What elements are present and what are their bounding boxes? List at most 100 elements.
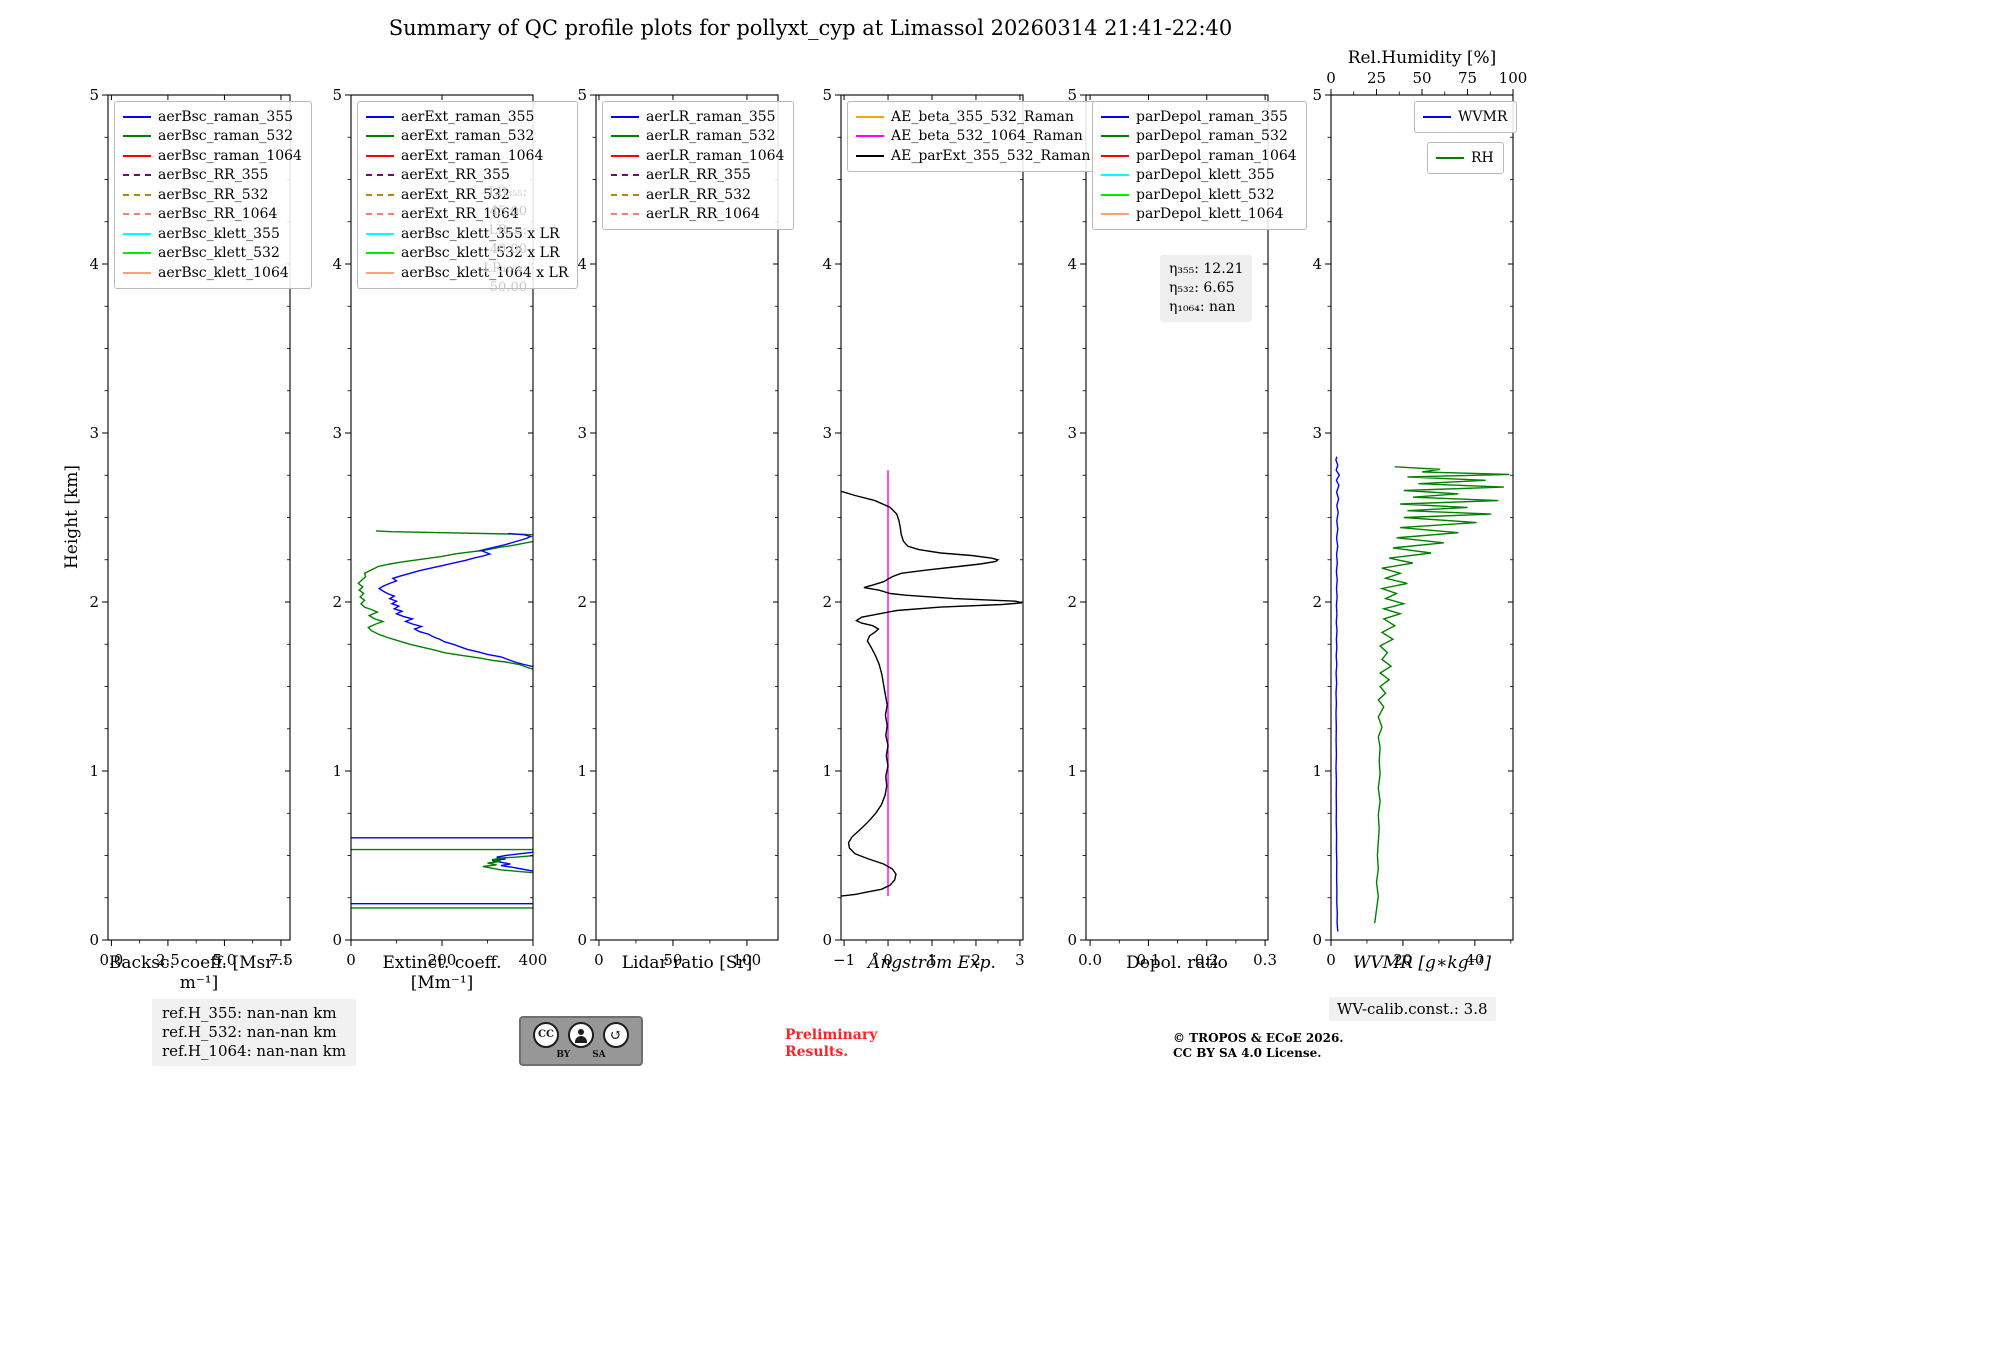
legend-label: aerLR_RR_1064: [646, 206, 760, 223]
legend-wvmr-1: RH: [1427, 142, 1504, 174]
legend-label: aerBsc_RR_355: [158, 167, 269, 184]
legend-line-swatch: [366, 174, 394, 177]
xlabel-lidar-ratio: Lidar ratio [Sr]: [621, 953, 753, 973]
tick-label: 3: [89, 424, 99, 442]
tick-label: 1: [927, 951, 937, 969]
tick-label: 5.0: [213, 951, 237, 969]
tick-label: 5: [1312, 86, 1322, 104]
legend-label: AE_parExt_355_532_Raman: [891, 147, 1091, 164]
annotation-line: η₁₀₆₄: nan: [1169, 299, 1236, 315]
tick-label: 2: [577, 593, 587, 611]
legend-item: aerBsc_RR_1064: [123, 205, 302, 225]
legend-wvmr: WVMR: [1414, 101, 1518, 133]
sa-sharealike-icon: ↺: [603, 1022, 629, 1048]
ref-h-1064: ref.H_1064: nan-nan km: [162, 1042, 347, 1060]
tick-label: 7.5: [269, 951, 293, 969]
legend-label: aerExt_RR_532: [401, 186, 510, 203]
tick-label: 50: [1412, 69, 1431, 87]
legend-label: AE_beta_355_532_Raman: [891, 108, 1074, 125]
legend-item: WVMR: [1423, 107, 1507, 127]
legend-label: parDepol_raman_1064: [1136, 147, 1297, 164]
legend-label: aerBsc_klett_532 x LR: [401, 245, 560, 262]
tick-label: 100: [1499, 69, 1528, 87]
depol-calibration-annotation: η₃₅₅: 12.21 η₅₃₂: 6.65 η₁₀₆₄: nan: [1160, 255, 1253, 322]
tick-label: 0.3: [1253, 951, 1277, 969]
tick-label: 4: [1312, 255, 1322, 273]
legend-depol: parDepol_raman_355 parDepol_raman_532 parD…: [1092, 101, 1307, 230]
legend-line-swatch: [123, 174, 151, 177]
xlabel-backscatter: Backsc. coeff. [Msr⁻¹ m⁻¹]: [108, 953, 290, 993]
tick-label: 400: [519, 951, 548, 969]
tick-label: 75: [1458, 69, 1477, 87]
legend-label: parDepol_klett_532: [1136, 186, 1275, 203]
legend-line-swatch: [1101, 115, 1129, 118]
legend-label: aerBsc_raman_1064: [158, 147, 302, 164]
cc-by-label: BY: [556, 1050, 571, 1060]
legend-lidar-ratio: aerLR_raman_355 aerLR_raman_532 aerLR_rama…: [602, 101, 795, 230]
y-axis-label: Height [km]: [62, 464, 82, 570]
tick-label: 100: [733, 951, 762, 969]
legend-line-swatch: [366, 252, 394, 255]
legend-label: aerExt_raman_532: [401, 128, 535, 145]
legend-label: parDepol_klett_1064: [1136, 206, 1284, 223]
legend-item: aerBsc_raman_1064: [123, 146, 302, 166]
annotation-line: LR₅₃₂: 40.00: [488, 223, 527, 257]
legend-item: AE_beta_532_1064_Raman: [856, 127, 1090, 147]
tick-label: 1: [577, 762, 587, 780]
tick-label: 5: [822, 86, 832, 104]
tick-label: 20: [1393, 951, 1412, 969]
tick-label: 200: [428, 951, 457, 969]
legend-label: aerBsc_klett_355: [158, 225, 280, 242]
page-title: Summary of QC profile plots for pollyxt_…: [388, 16, 1233, 40]
reference-height-annotation: ref.H_355: nan-nan km ref.H_532: nan-nan…: [152, 999, 357, 1066]
tick-label: 5: [332, 86, 342, 104]
tick-label: 2: [89, 593, 99, 611]
xlabel-angstrom: Ångström Exp.: [868, 953, 996, 973]
tick-label: 2.5: [156, 951, 180, 969]
tick-label: 0.0: [99, 951, 123, 969]
wv-calibration-annotation: WV-calib.const.: 3.8: [1329, 997, 1496, 1021]
legend-label: aerBsc_raman_355: [158, 108, 294, 125]
tick-label: 0: [822, 931, 832, 949]
legend-item: parDepol_klett_1064: [1101, 205, 1297, 225]
annotation-line: LR₁₀₆₄: 50.00: [483, 261, 527, 295]
tick-label: 5: [577, 86, 587, 104]
legend-item: aerBsc_klett_1064 x LR: [366, 263, 568, 283]
legend-line-swatch: [123, 115, 151, 118]
legend-item: parDepol_klett_532: [1101, 185, 1297, 205]
tick-label: 4: [822, 255, 832, 273]
legend-label: parDepol_raman_355: [1136, 108, 1288, 125]
tick-label: 0: [332, 931, 342, 949]
by-person-icon: [568, 1022, 594, 1048]
tick-label: 0.2: [1195, 951, 1219, 969]
tick-label: 0: [1312, 931, 1322, 949]
legend-line-swatch: [366, 271, 394, 274]
tick-label: 3: [332, 424, 342, 442]
legend-line-swatch: [366, 115, 394, 118]
legend-label: aerLR_RR_355: [646, 167, 751, 184]
legend-item: parDepol_raman_355: [1101, 107, 1297, 127]
legend-line-swatch: [123, 193, 151, 196]
tick-label: 5: [1067, 86, 1077, 104]
series-AE_parExt_355_532_Raman: [841, 490, 1023, 897]
tick-label: 3: [1067, 424, 1077, 442]
legend-item: parDepol_raman_532: [1101, 127, 1297, 147]
legend-label: aerBsc_klett_1064: [158, 264, 289, 281]
legend-label: aerExt_raman_355: [401, 108, 535, 125]
legend-item: aerBsc_klett_1064: [123, 263, 302, 283]
legend-item: aerLR_raman_1064: [611, 146, 784, 166]
tick-label: 1: [1067, 762, 1077, 780]
legend-line-swatch: [1101, 213, 1129, 216]
tick-label: 1: [332, 762, 342, 780]
xlabel-extinction: Extinct. coeff. [Mm⁻¹]: [382, 953, 502, 993]
legend-line-swatch: [611, 135, 639, 138]
series-aerExt_532_blob: [482, 854, 533, 874]
legend-item: aerBsc_klett_532 x LR: [366, 244, 568, 264]
tick-label: 2: [332, 593, 342, 611]
tick-label: 4: [332, 255, 342, 273]
legend-line-swatch: [366, 193, 394, 196]
legend-item: parDepol_klett_355: [1101, 166, 1297, 186]
legend-line-swatch: [366, 213, 394, 216]
